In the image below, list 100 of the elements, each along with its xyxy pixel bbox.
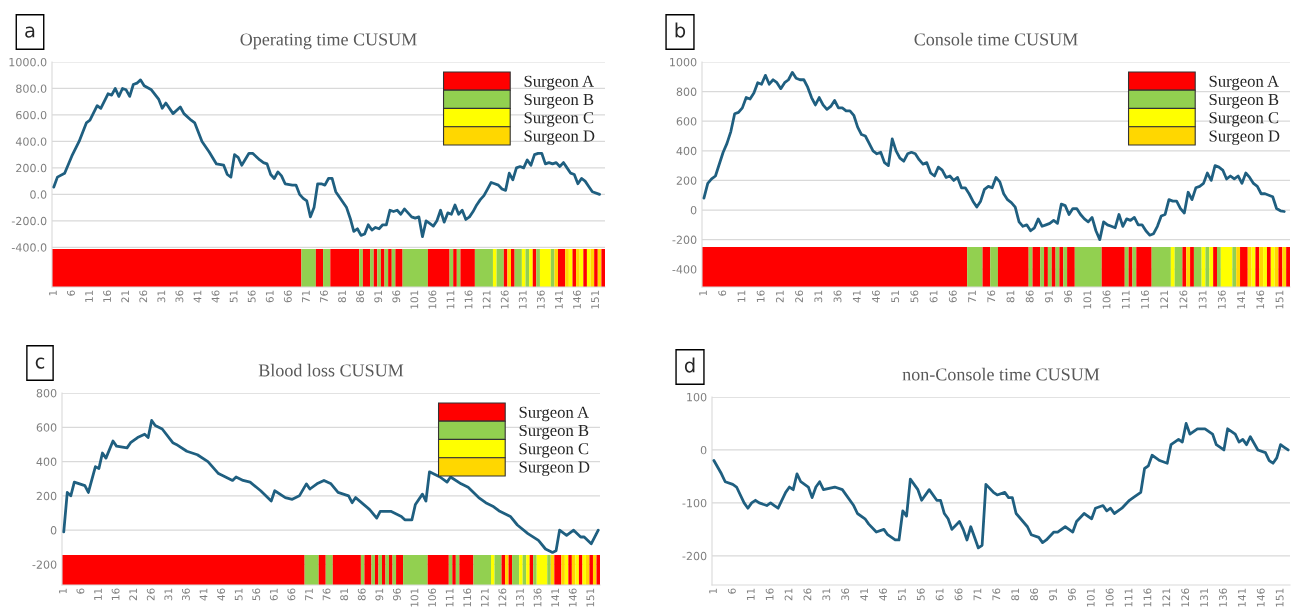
- x-tick-label: 41: [199, 588, 208, 601]
- x-tick-label: 11: [94, 588, 102, 600]
- x-tick-label: 6: [67, 290, 75, 296]
- y-tick-label: -400.0: [11, 243, 47, 252]
- x-tick-label: 146: [1256, 588, 1265, 607]
- x-tick-label: 131: [516, 588, 524, 607]
- legend-label: Surgeon A: [519, 406, 589, 422]
- x-tick-label: 76: [320, 290, 328, 303]
- x-tick-label: 61: [935, 588, 944, 601]
- x-tick-label: 96: [392, 290, 401, 303]
- text: a: [25, 26, 35, 38]
- y-tick-label: 600.0: [16, 110, 47, 120]
- y-tick-label: -400: [672, 265, 697, 274]
- y-tick-label: 200: [36, 491, 57, 501]
- x-tick-label: 21: [775, 290, 784, 303]
- x-tick-label: 116: [1141, 290, 1149, 309]
- x-tick-label: 96: [1064, 290, 1073, 303]
- legend-label: Surgeon B: [519, 424, 589, 440]
- chart-title: Console time CUSUM: [914, 32, 1078, 46]
- x-tick-label: 61: [929, 290, 938, 303]
- x-tick-label: 46: [217, 588, 226, 601]
- x-tick-label: 1: [709, 588, 717, 594]
- x-tick-label: 1: [49, 290, 57, 296]
- y-tick-label: -200: [32, 560, 57, 569]
- x-tick-label: 151: [591, 290, 599, 309]
- y-tick-label: 0.0: [30, 190, 47, 199]
- x-tick-label: 16: [756, 290, 765, 302]
- x-tick-label: 11: [737, 290, 746, 302]
- y-tick-label: 800: [676, 87, 697, 96]
- x-tick-label: 31: [822, 588, 831, 601]
- x-tick-label: 81: [1011, 588, 1020, 601]
- x-tick-label: 136: [1217, 290, 1226, 309]
- legend-label: Surgeon A: [1209, 75, 1279, 91]
- legend-label: Surgeon B: [1209, 93, 1279, 109]
- x-tick-label: 66: [954, 588, 963, 601]
- y-tick-label: -100: [682, 498, 707, 508]
- x-tick-label: 106: [428, 290, 437, 309]
- legend-label: Surgeon C: [1209, 112, 1279, 127]
- y-tick-label: -200: [682, 551, 707, 561]
- x-tick-label: 56: [916, 588, 925, 601]
- y-tick-label: 600: [676, 117, 697, 126]
- x-tick-label: 131: [518, 290, 527, 309]
- x-tick-label: 126: [1179, 290, 1188, 309]
- x-tick-label: 121: [480, 588, 489, 607]
- x-tick-label: 131: [1198, 290, 1207, 309]
- y-tick-label: 1000: [670, 57, 697, 67]
- x-tick-label: 21: [784, 588, 793, 601]
- x-tick-label: 66: [287, 588, 296, 601]
- y-tick-label: -200.0: [11, 216, 47, 226]
- x-tick-label: 16: [103, 290, 112, 302]
- x-tick-label: 56: [910, 290, 919, 303]
- x-tick-label: 1: [699, 290, 707, 296]
- x-tick-label: 106: [1102, 290, 1111, 309]
- x-tick-label: 131: [1200, 588, 1209, 607]
- legend-label: Surgeon C: [524, 112, 594, 127]
- x-tick-label: 31: [814, 290, 823, 303]
- y-tick-label: 800: [36, 388, 57, 398]
- y-tick-label: 600: [36, 423, 57, 432]
- x-tick-label: 86: [357, 588, 366, 601]
- x-tick-label: 66: [948, 290, 957, 303]
- x-tick-label: 116: [463, 588, 472, 607]
- x-tick-label: 6: [727, 588, 736, 594]
- x-tick-label: 21: [121, 290, 129, 303]
- x-tick-label: 71: [302, 290, 310, 303]
- text: c: [35, 357, 45, 369]
- x-tick-label: 86: [1030, 588, 1039, 601]
- x-tick-label: 126: [498, 588, 507, 607]
- x-tick-label: 11: [85, 290, 93, 302]
- x-tick-label: 6: [76, 588, 85, 594]
- x-tick-label: 91: [1044, 290, 1053, 303]
- x-tick-label: 61: [269, 588, 278, 601]
- x-tick-label: 136: [1219, 588, 1227, 607]
- x-tick-label: 71: [973, 588, 982, 601]
- x-tick-label: 81: [338, 290, 346, 303]
- x-tick-label: 81: [340, 588, 349, 601]
- x-tick-label: 151: [586, 588, 595, 607]
- x-tick-label: 111: [445, 588, 454, 607]
- x-tick-label: 1: [59, 588, 67, 594]
- x-tick-label: 111: [446, 290, 455, 309]
- x-tick-label: 81: [1006, 290, 1015, 303]
- x-tick-label: 151: [1275, 290, 1284, 309]
- y-tick-label: -200: [672, 235, 697, 245]
- legend-label: Surgeon B: [524, 93, 594, 109]
- x-tick-label: 76: [987, 290, 996, 303]
- x-tick-label: 141: [551, 588, 559, 607]
- y-tick-label: 200.0: [16, 163, 47, 173]
- x-tick-label: 76: [992, 588, 1001, 601]
- text: b: [675, 22, 686, 38]
- x-tick-label: 101: [1083, 290, 1092, 309]
- x-tick-label: 46: [211, 290, 220, 303]
- x-tick-label: 91: [374, 290, 383, 303]
- x-tick-label: 141: [1237, 290, 1245, 309]
- x-tick-label: 36: [175, 290, 184, 303]
- x-tick-label: 121: [482, 290, 491, 309]
- x-tick-label: 126: [1181, 588, 1190, 607]
- x-tick-label: 36: [181, 588, 190, 601]
- line-series: [712, 422, 1290, 550]
- x-tick-label: 36: [833, 290, 842, 303]
- y-tick-label: 400.0: [15, 137, 47, 146]
- x-tick-label: 101: [410, 588, 419, 607]
